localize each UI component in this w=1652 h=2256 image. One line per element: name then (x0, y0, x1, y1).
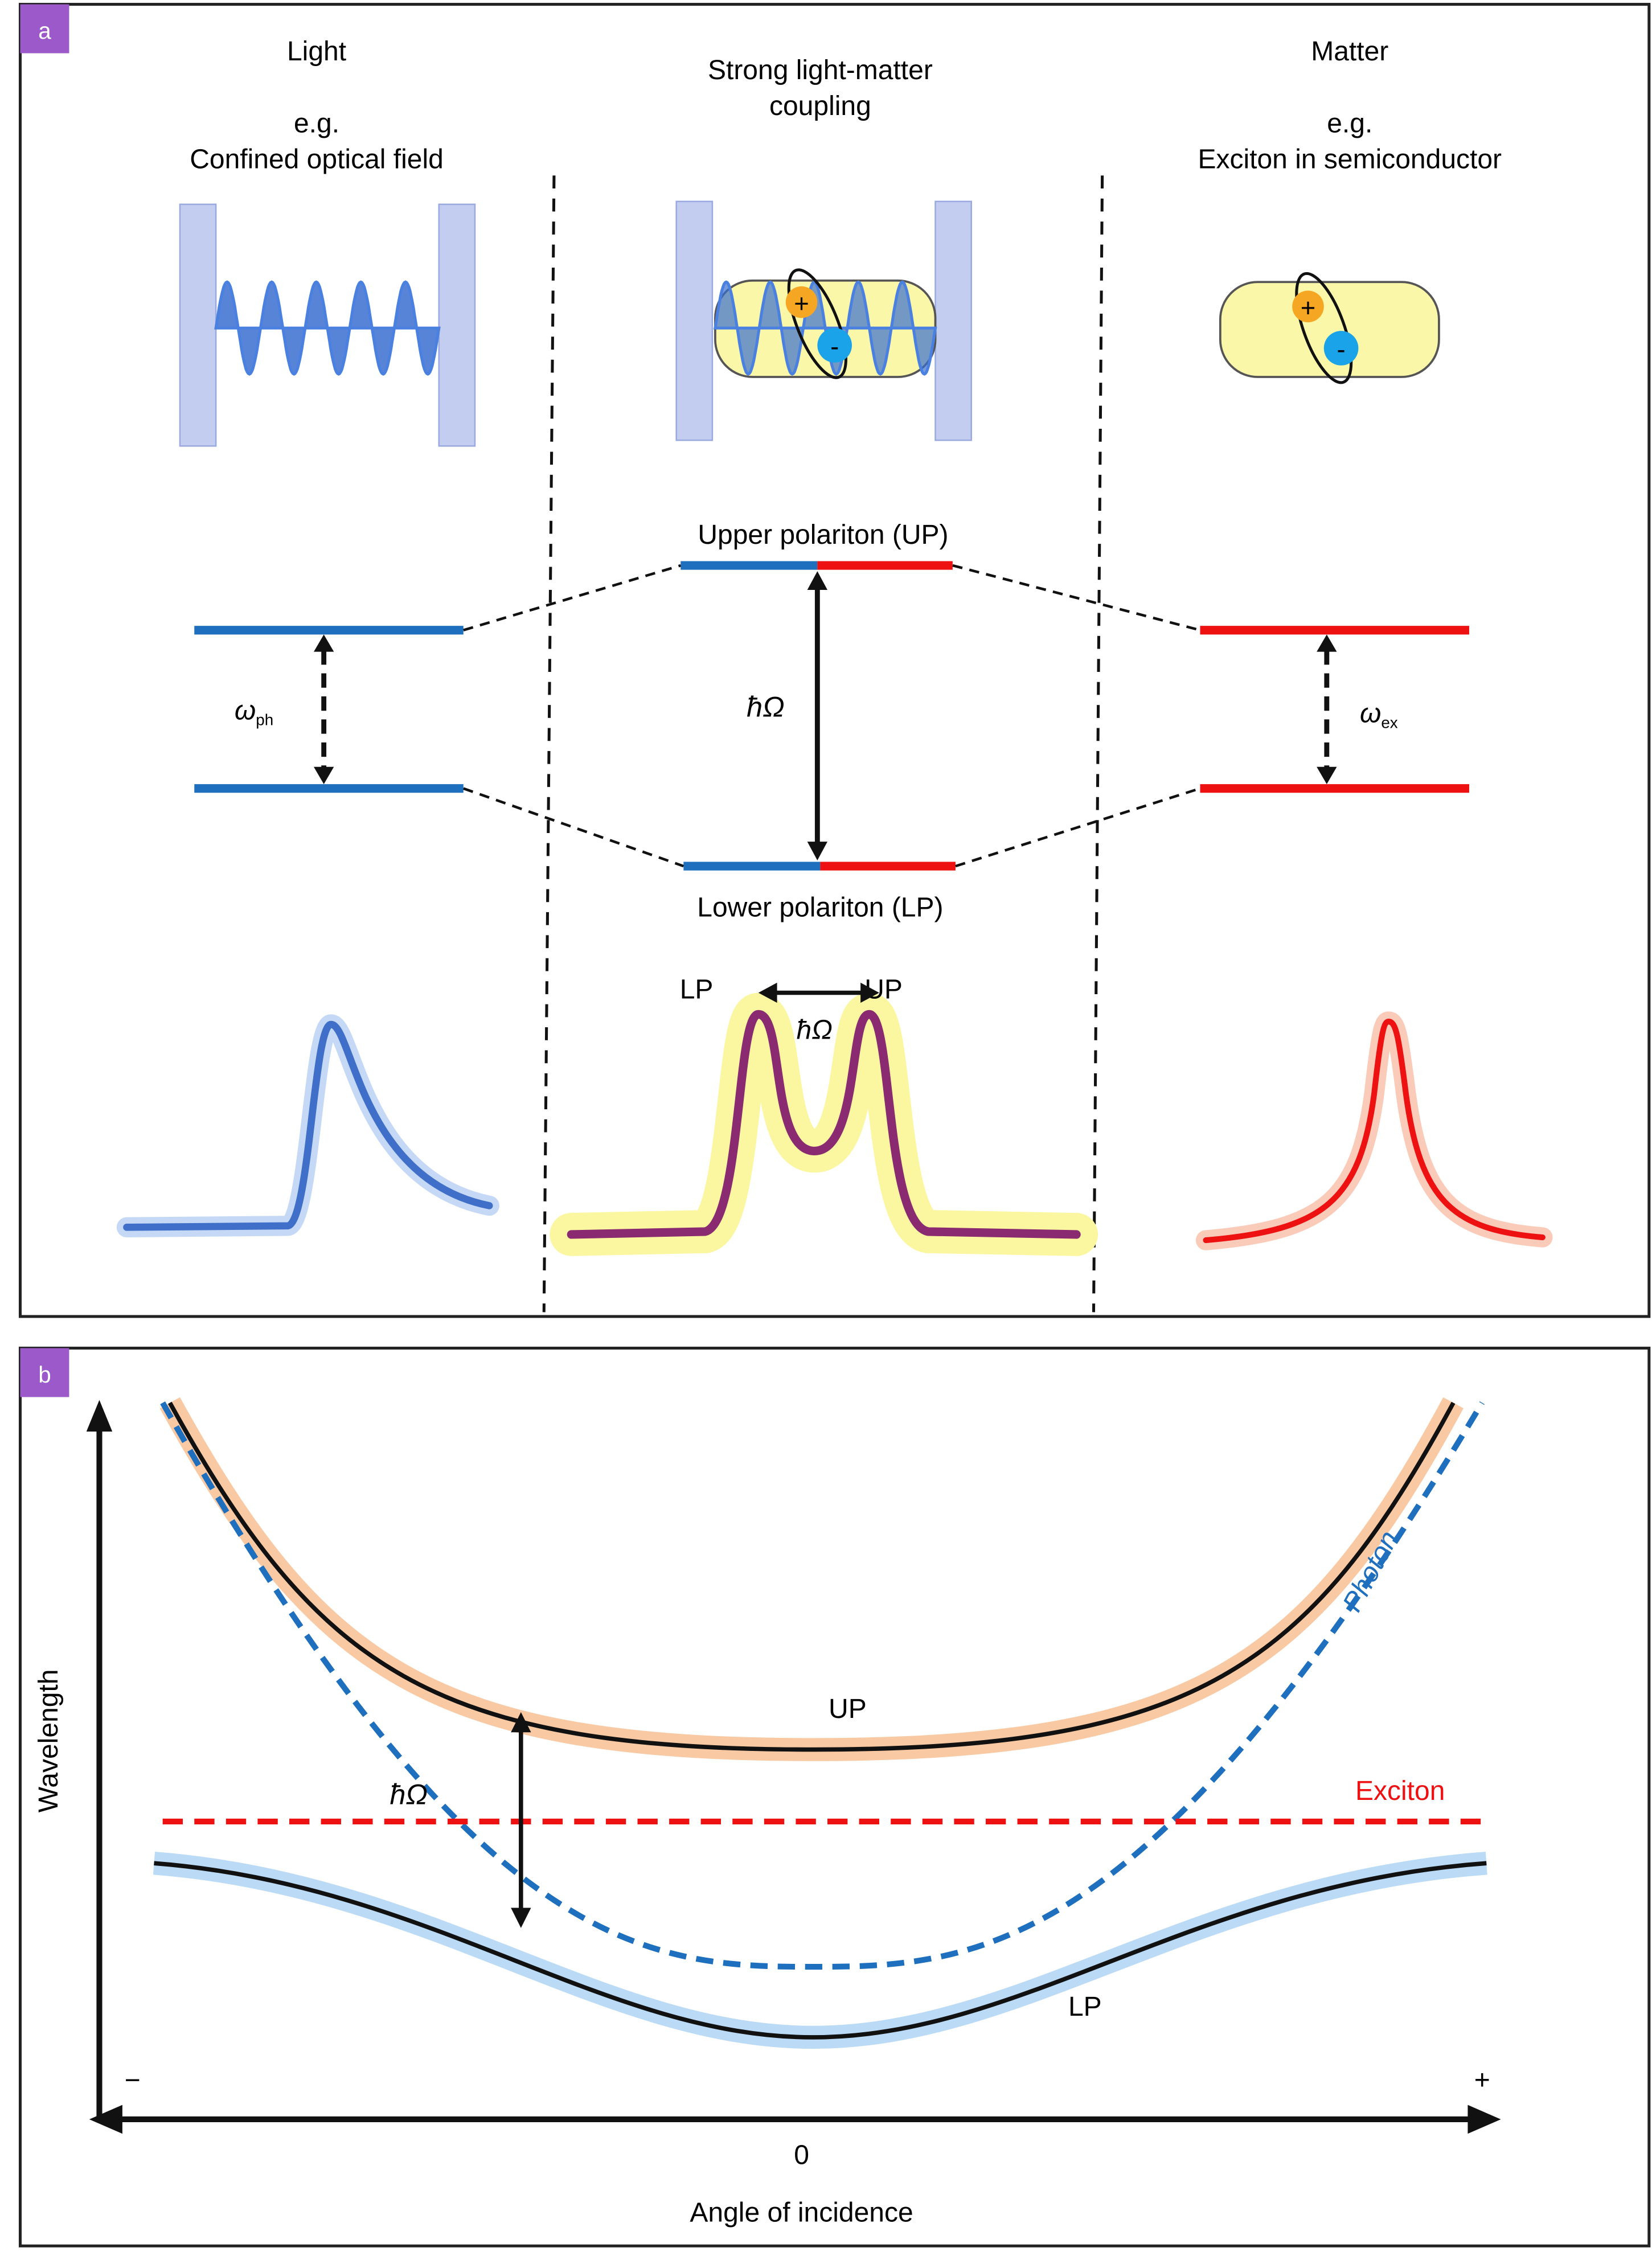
exciton-spectrum (1203, 1018, 1546, 1244)
mirror-left (179, 203, 217, 447)
light-title: Light (287, 36, 346, 67)
lp-label: LP (1068, 1992, 1102, 2022)
plus-sign: + (794, 289, 809, 318)
x-axis-label: Angle of incidence (690, 2197, 913, 2228)
arrowhead (313, 634, 334, 785)
up-glow (159, 1397, 1464, 1761)
exciton-label: Exciton (1355, 1776, 1445, 1806)
minus-sign: - (1337, 335, 1346, 364)
hole-icon (785, 286, 818, 318)
x-minus: − (125, 2065, 141, 2095)
rabi-label: ħΩ (747, 690, 785, 723)
panel-b: b − + 0 Angle of incidence Wavelength ħΩ… (18, 1347, 1651, 2247)
exciton: + - (1219, 272, 1440, 384)
omega-ex-label: ωex (1360, 698, 1398, 731)
connector (952, 564, 1201, 631)
lp-curve (154, 1861, 1487, 2040)
panel-b-label-box (20, 1348, 69, 1397)
panel-b-label: b (38, 1361, 51, 1388)
rabi-label-b: ħΩ (390, 1778, 428, 1811)
coupling-title-2: coupling (769, 91, 871, 121)
light-example: Confined optical field (190, 145, 444, 175)
energy-levels: ωph Upper polariton (UP) Lower polariton… (194, 520, 1469, 923)
exciton-ellipse (787, 268, 847, 379)
x-zero: 0 (794, 2140, 809, 2170)
optical-cavity (179, 203, 476, 447)
x-plus: + (1474, 2065, 1490, 2095)
polariton-spectrum-glow (550, 992, 1098, 1256)
upper-polariton-label: Upper polariton (UP) (698, 520, 948, 550)
hole-icon (1292, 290, 1324, 322)
light-eg: e.g. (294, 108, 339, 138)
coupling-title-1: Strong light-matter (708, 55, 933, 85)
mirror-right (438, 203, 476, 447)
up-curve (167, 1401, 1456, 1752)
panel-a: a Light e.g. Confined optical field Stro… (18, 3, 1651, 1318)
minus-sign: - (830, 332, 839, 361)
y-axis-label: Wavelength (34, 1670, 64, 1813)
connector (955, 787, 1201, 868)
panel-a-frame (18, 3, 1651, 1318)
exciton-ellipse (1295, 272, 1353, 384)
lower-polariton-label: Lower polariton (LP) (697, 893, 943, 923)
mirror-left-2 (675, 200, 714, 441)
polariton-spectrum (567, 1010, 1081, 1239)
divider-left (542, 175, 556, 1312)
spectra: LP UP ħΩ (116, 975, 1553, 1256)
spectrum-splitting-label: ħΩ (797, 1015, 833, 1045)
connector (463, 564, 681, 631)
electron-icon (817, 328, 852, 363)
lp-glow (153, 1852, 1487, 2049)
matter-example: Exciton in semiconductor (1198, 145, 1502, 175)
mirror-right-2 (934, 200, 972, 441)
matter-title: Matter (1311, 36, 1388, 67)
exciton-spectrum-glow (1195, 1011, 1553, 1250)
dispersion-curves (153, 1397, 1487, 2049)
arrowhead (1317, 634, 1337, 785)
optical-wave (214, 280, 441, 376)
connector (462, 787, 684, 868)
divider-right (1092, 175, 1104, 1312)
spectrum-lp-label: LP (680, 975, 714, 1005)
level-connectors (462, 564, 1201, 868)
y-axis-arrowhead (86, 1400, 113, 1432)
photon-curve (160, 1401, 1485, 1970)
photon-spectrum (123, 1020, 493, 1231)
coupled-cavity: + - (675, 200, 972, 441)
up-label: UP (829, 1694, 867, 1724)
panel-b-frame (18, 1347, 1651, 2247)
panel-a-label-box (20, 4, 69, 54)
plus-sign: + (1301, 293, 1316, 322)
panel-a-label: a (38, 18, 51, 44)
electron-icon (1323, 331, 1359, 366)
omega-ph-label: ωph (235, 695, 273, 728)
matter-eg: e.g. (1327, 108, 1372, 138)
